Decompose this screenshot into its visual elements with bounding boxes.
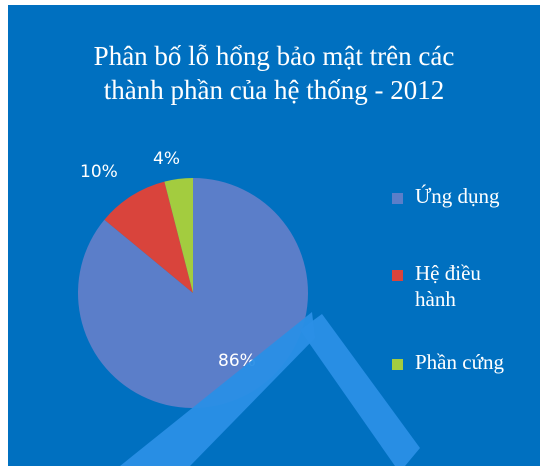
- data-label-ung-dung: 86%: [218, 351, 256, 371]
- chart-title-line-2: thành phần của hệ thống - 2012: [103, 75, 445, 105]
- pie-chart: 86% 10% 4%: [77, 149, 308, 408]
- legend-label-he-dieu-hanh: Hệ điều hành: [415, 260, 530, 312]
- chart-title: Phân bố lỗ hổng bảo mật trên các thành p…: [8, 39, 540, 107]
- legend-label-phan-cung: Phần cứng: [415, 349, 530, 375]
- legend-item-ung-dung: Ứng dụng: [392, 183, 530, 209]
- legend-swatch-ung-dung: [392, 193, 403, 204]
- slice-phan-cung: [164, 178, 193, 293]
- legend-label-line: Hệ điều: [415, 261, 481, 285]
- pie-slices: [77, 178, 308, 408]
- chart-title-line-1: Phân bố lỗ hổng bảo mật trên các: [93, 41, 455, 71]
- legend-swatch-phan-cung: [392, 359, 403, 370]
- legend-item-he-dieu-hanh: Hệ điều hành: [392, 260, 530, 312]
- legend-swatch-he-dieu-hanh: [392, 270, 403, 281]
- legend-label-line: Ứng dụng: [415, 184, 500, 208]
- data-label-he-dieu-hanh: 10%: [80, 162, 118, 182]
- chart-panel: Phân bố lỗ hổng bảo mật trên các thành p…: [8, 5, 540, 466]
- legend-label-line: hành: [415, 287, 456, 311]
- legend-label-line: Phần cứng: [415, 350, 504, 374]
- legend-label-ung-dung: Ứng dụng: [415, 183, 530, 209]
- legend-item-phan-cung: Phần cứng: [392, 349, 530, 375]
- slice-he-dieu-hanh: [104, 181, 193, 293]
- data-label-phan-cung: 4%: [153, 149, 180, 169]
